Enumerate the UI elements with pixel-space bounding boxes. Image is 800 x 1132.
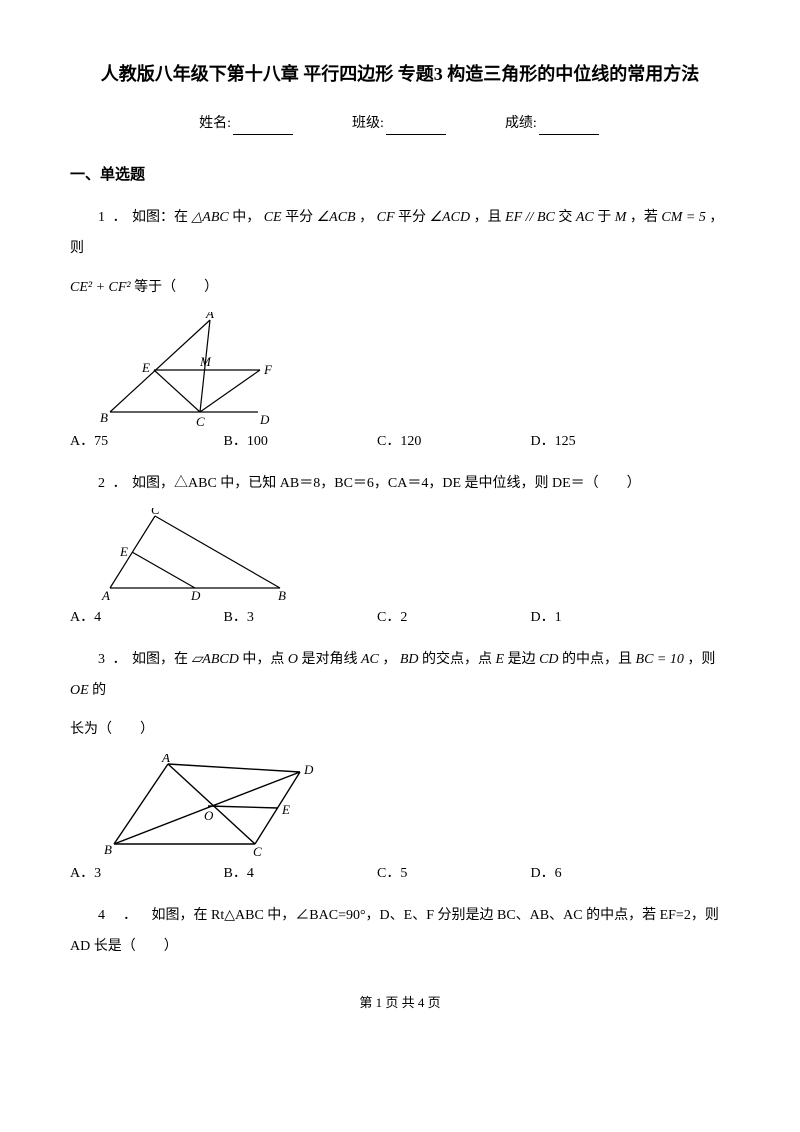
q3-cd: CD — [539, 652, 558, 667]
q2-opt-b: B．3 — [224, 607, 374, 629]
question-3: 3 ． 如图，在 ▱ABCD 中，点 O 是对角线 AC ， BD 的交点，点 … — [70, 645, 730, 707]
question-1-line2: CE² + CF² 等于（ ） — [70, 273, 730, 304]
svg-text:A: A — [161, 754, 170, 765]
q1-opt-c: C．120 — [377, 431, 527, 453]
q1-line2b: 等于（ ） — [134, 280, 218, 295]
q1-t2: 中， — [232, 210, 260, 225]
q1-options: A．75 B．100 C．120 D．125 — [70, 431, 730, 453]
q1-opt-b: B．100 — [224, 431, 374, 453]
q1-m: M — [615, 210, 627, 225]
svg-text:C: C — [253, 844, 262, 859]
q1-ang1: ∠ACB — [317, 210, 356, 225]
svg-text:M: M — [199, 354, 212, 369]
q3-oe: OE — [70, 683, 89, 698]
q3-bd: BD — [400, 652, 419, 667]
q3-opt-c: C．5 — [377, 863, 527, 885]
q1-ce: CE — [264, 210, 282, 225]
svg-text:D: D — [190, 588, 201, 603]
section-heading: 一、单选题 — [70, 163, 730, 187]
q3-options: A．3 B．4 C．5 D．6 — [70, 863, 730, 885]
q3-bc: BC = 10 — [636, 652, 684, 667]
svg-text:C: C — [151, 508, 160, 517]
q2-num: 2 ． — [98, 476, 129, 491]
svg-text:D: D — [259, 412, 270, 427]
q1-t7: 交 — [558, 210, 572, 225]
q2-options: A．4 B．3 C．2 D．1 — [70, 607, 730, 629]
q1-t6: ，且 — [474, 210, 502, 225]
q1-num: 1 ． — [98, 210, 129, 225]
score-blank — [539, 120, 599, 135]
q3-para: ▱ABCD — [192, 652, 239, 667]
q3-line2: 长为（ ） — [70, 722, 154, 737]
svg-text:E: E — [141, 360, 150, 375]
q1-expr: CE² + CF² — [70, 280, 131, 295]
q3-num: 3 ． — [98, 652, 129, 667]
q3-ti: 的 — [92, 683, 106, 698]
q3-opt-b: B．4 — [224, 863, 374, 885]
q3-figure: A D B C O E — [100, 754, 730, 859]
q3-svg: A D B C O E — [100, 754, 320, 859]
q3-ac: AC — [361, 652, 379, 667]
svg-text:F: F — [263, 362, 273, 377]
q4-num: 4 ． — [98, 908, 148, 923]
q2-opt-d: D．1 — [531, 607, 681, 629]
class-label: 班级: — [352, 116, 384, 131]
page-footer: 第 1 页 共 4 页 — [70, 993, 730, 1014]
question-1: 1 ． 如图：在 △ABC 中， CE 平分 ∠ACB ， CF 平分 ∠ACD… — [70, 203, 730, 265]
q3-td: ， — [382, 652, 396, 667]
q3-tb: 中，点 — [242, 652, 284, 667]
q4-text: 如图，在 Rt△ABC 中，∠BAC=90°，D、E、F 分别是边 BC、AB、… — [70, 908, 719, 954]
svg-text:B: B — [100, 410, 108, 425]
question-4: 4 ． 如图，在 Rt△ABC 中，∠BAC=90°，D、E、F 分别是边 BC… — [70, 901, 730, 963]
q1-t5: 平分 — [398, 210, 426, 225]
svg-text:A: A — [101, 588, 110, 603]
svg-text:B: B — [104, 842, 112, 857]
q3-o: O — [288, 652, 298, 667]
q2-svg: A B C D E — [100, 508, 300, 603]
svg-text:B: B — [278, 588, 286, 603]
q1-t8: 于 — [597, 210, 611, 225]
q2-opt-c: C．2 — [377, 607, 527, 629]
svg-text:E: E — [281, 802, 290, 817]
q3-e: E — [496, 652, 505, 667]
q1-cf: CF — [377, 210, 395, 225]
page-title: 人教版八年级下第十八章 平行四边形 专题3 构造三角形的中位线的常用方法 — [70, 60, 730, 89]
q2-figure: A B C D E — [100, 508, 730, 603]
name-blank — [233, 120, 293, 135]
q3-ta: 如图，在 — [132, 652, 188, 667]
q1-ang2: ∠ACD — [430, 210, 471, 225]
q1-t4: ， — [359, 210, 373, 225]
name-label: 姓名: — [199, 116, 231, 131]
svg-text:D: D — [303, 762, 314, 777]
q1-ef: EF // BC — [505, 210, 555, 225]
q2-opt-a: A．4 — [70, 607, 220, 629]
q1-cm: CM = 5 — [661, 210, 705, 225]
q3-tg: 的中点，且 — [562, 652, 632, 667]
q3-opt-a: A．3 — [70, 863, 220, 885]
meta-row: 姓名: 班级: 成绩: — [70, 113, 730, 135]
q3-tc: 是对角线 — [301, 652, 357, 667]
q3-tf: 是边 — [508, 652, 536, 667]
question-2: 2 ． 如图，△ABC 中，已知 AB＝8，BC＝6，CA＝4，DE 是中位线，… — [70, 469, 730, 500]
svg-text:E: E — [119, 544, 128, 559]
q3-opt-d: D．6 — [531, 863, 681, 885]
q1-ac: AC — [576, 210, 594, 225]
q1-figure: A B C D E F M — [100, 312, 730, 427]
q3-th: ，则 — [687, 652, 715, 667]
q1-opt-d: D．125 — [531, 431, 681, 453]
svg-text:C: C — [196, 414, 205, 427]
q3-te: 的交点，点 — [422, 652, 492, 667]
question-3-line2: 长为（ ） — [70, 715, 730, 746]
q1-opt-a: A．75 — [70, 431, 220, 453]
svg-text:A: A — [205, 312, 214, 321]
class-blank — [386, 120, 446, 135]
q1-t3: 平分 — [285, 210, 313, 225]
q2-text: 如图，△ABC 中，已知 AB＝8，BC＝6，CA＝4，DE 是中位线，则 DE… — [132, 476, 641, 491]
score-label: 成绩: — [505, 116, 537, 131]
svg-text:O: O — [204, 808, 214, 823]
q1-t1: 如图：在 — [132, 210, 188, 225]
q1-t9: ，若 — [630, 210, 658, 225]
q1-svg: A B C D E F M — [100, 312, 280, 427]
q1-tri: △ABC — [192, 210, 229, 225]
